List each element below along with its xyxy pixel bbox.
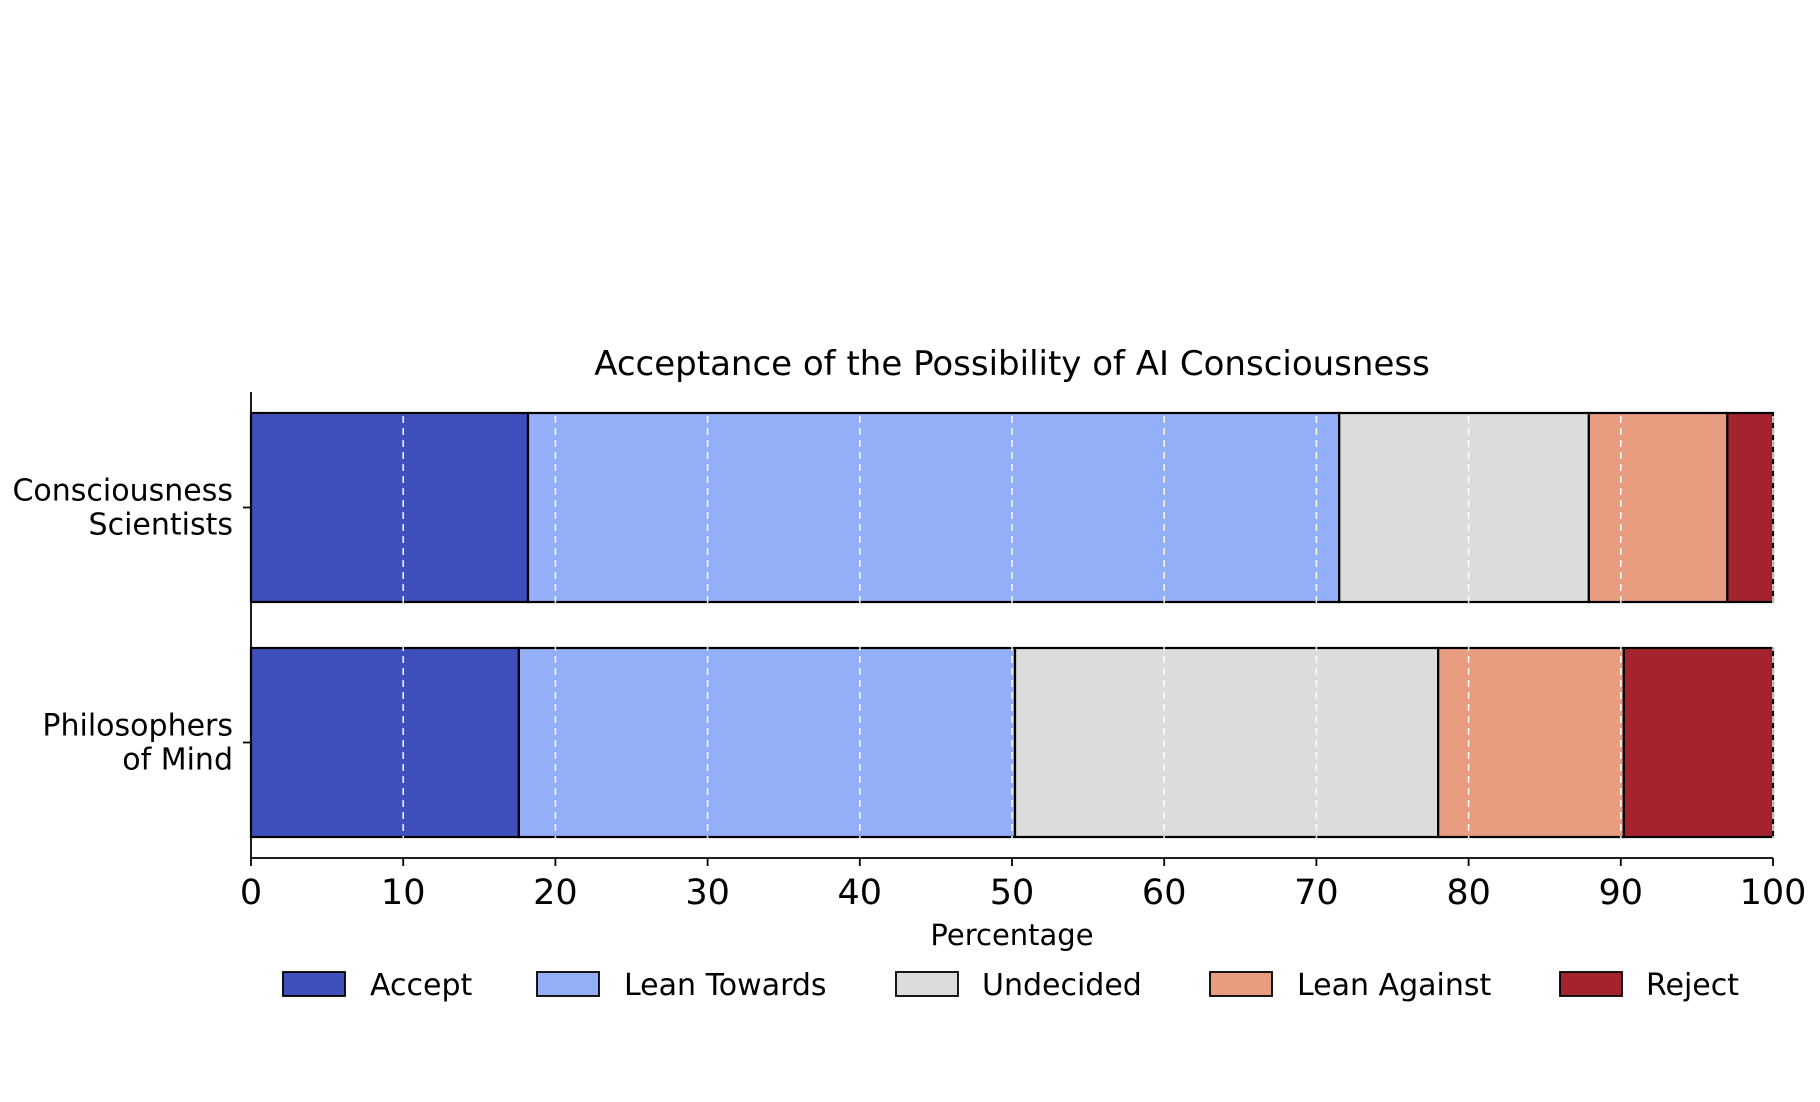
- x-tick-label: 80: [1446, 873, 1491, 913]
- x-tick-label: 70: [1294, 873, 1339, 913]
- bars-group: [249, 411, 1775, 839]
- category-label: of Mind: [122, 743, 233, 778]
- bar-segment: [1338, 411, 1590, 604]
- legend-label: Undecided: [982, 968, 1142, 1003]
- legend-swatch: [895, 971, 959, 997]
- x-tick-label: 100: [1740, 873, 1807, 913]
- x-tick-label: 60: [1142, 873, 1187, 913]
- grid-lines: [402, 392, 1774, 858]
- bar-segment: [517, 646, 1017, 839]
- x-tick-label: 20: [533, 873, 578, 913]
- x-tick-label: 10: [381, 873, 426, 913]
- legend-swatch: [282, 971, 346, 997]
- x-tick-label: 40: [838, 873, 883, 913]
- bar-segment: [249, 646, 520, 839]
- legend-label: Lean Towards: [624, 968, 827, 1003]
- bar-segment: [1437, 646, 1625, 839]
- x-axis-label: Percentage: [930, 918, 1093, 952]
- legend-label: Reject: [1646, 968, 1739, 1003]
- legend-swatch: [1559, 971, 1623, 997]
- legend-label: Accept: [370, 968, 472, 1003]
- bar-segment: [1587, 411, 1729, 604]
- x-tick-label: 0: [240, 873, 262, 913]
- x-axis-ticks: 0 10 20 30 40 50 60 70 80 90 100: [240, 858, 1807, 913]
- legend-swatch: [536, 971, 600, 997]
- x-tick-label: 50: [990, 873, 1035, 913]
- chart-title: Acceptance of the Possibility of AI Cons…: [594, 344, 1430, 384]
- bar-segment: [526, 411, 1341, 604]
- x-tick-label: 90: [1599, 873, 1644, 913]
- legend-swatch: [1209, 971, 1273, 997]
- bar-segment: [249, 411, 530, 604]
- bar-segment: [1726, 411, 1775, 604]
- bar-segment: [1622, 646, 1775, 839]
- legend: Accept Lean Towards Undecided Lean Against R…: [282, 968, 1739, 1003]
- category-label: Scientists: [89, 508, 233, 543]
- legend-label: Lean Against: [1297, 968, 1492, 1003]
- x-tick-label: 30: [685, 873, 730, 913]
- bar-segment: [1013, 646, 1440, 839]
- category-label: Philosophers: [42, 709, 233, 744]
- category-label: Consciousness: [12, 474, 233, 509]
